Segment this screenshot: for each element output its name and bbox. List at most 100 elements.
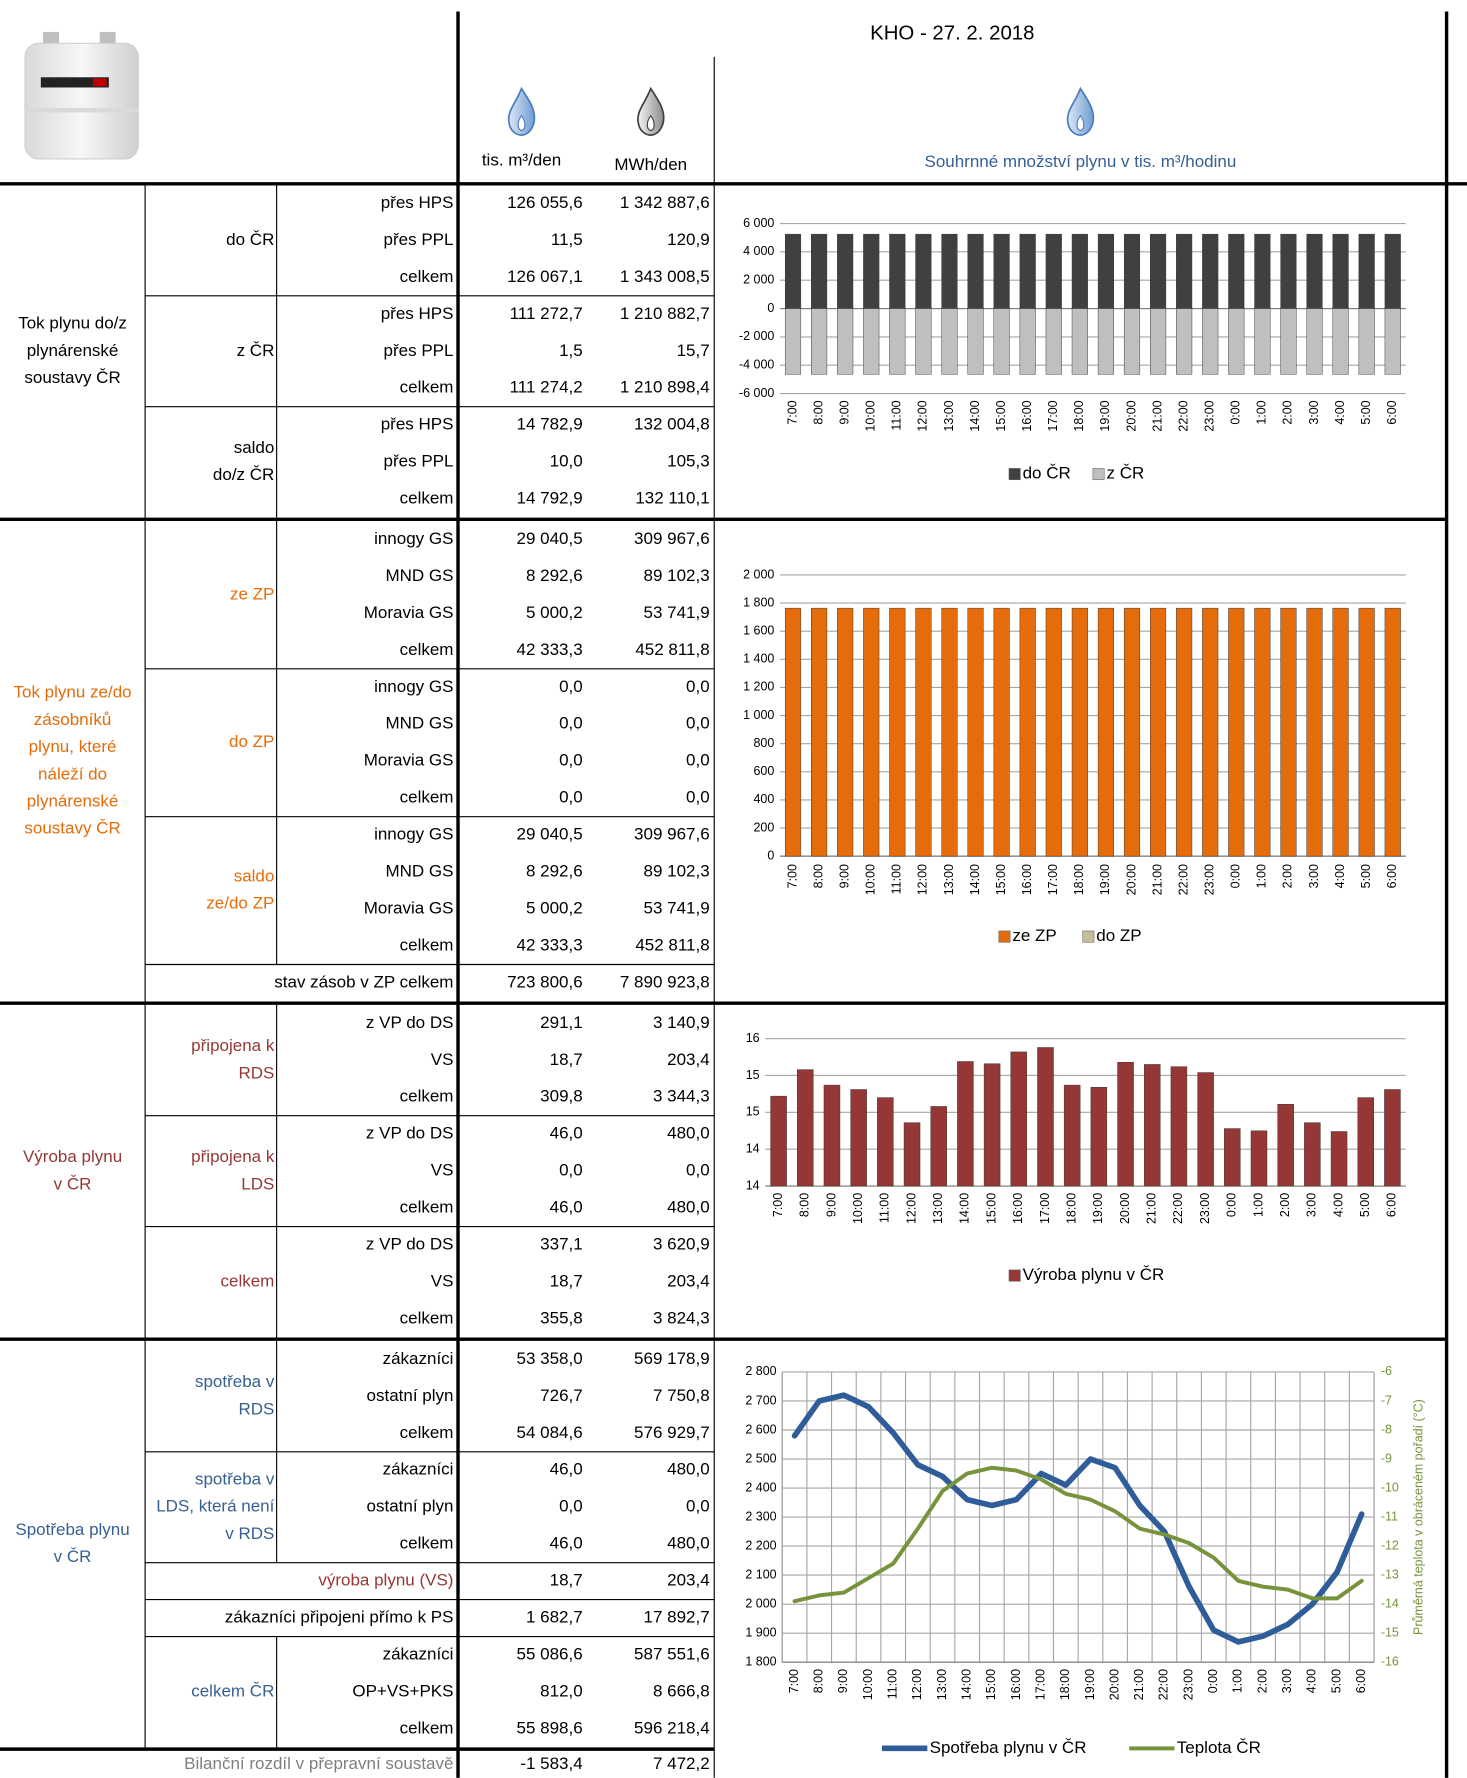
bar — [1281, 309, 1297, 375]
row-label: MND GS — [385, 714, 453, 733]
bar — [1333, 234, 1349, 308]
x-tick-label: 16:00 — [1011, 1193, 1025, 1224]
group-label: připojena k — [191, 1147, 275, 1166]
x-tick-label: 4:00 — [1331, 1193, 1345, 1217]
x-tick-label: 18:00 — [1058, 1669, 1072, 1700]
cell-value: 291,1 — [540, 1013, 583, 1032]
bar — [785, 234, 801, 308]
report: KHO - 27. 2. 2018 tis. m³/den MWh/den So… — [0, 0, 1467, 1778]
y-tick-label: 2 800 — [745, 1364, 776, 1378]
flame-icon — [1068, 89, 1094, 135]
x-tick-label: 6:00 — [1354, 1669, 1368, 1693]
x-tick-label: 10:00 — [864, 864, 878, 895]
x-tick-label: 19:00 — [1083, 1669, 1097, 1700]
report-title: KHO - 27. 2. 2018 — [870, 23, 1034, 45]
cell-value: 587 551,6 — [634, 1645, 710, 1664]
cell-value: 132 004,8 — [634, 415, 710, 434]
bar — [811, 608, 827, 856]
legend-label: z ČR — [1106, 464, 1144, 483]
section-label: Tok plynu ze/do — [13, 683, 131, 702]
bar — [1255, 608, 1271, 856]
bar — [1037, 1047, 1053, 1186]
bar — [1011, 1052, 1027, 1186]
bar — [1359, 309, 1375, 375]
bar — [1307, 608, 1323, 856]
section-label: v ČR — [54, 1547, 92, 1566]
cell-value: 14 782,9 — [517, 415, 583, 434]
cell-value: -1 583,4 — [520, 1754, 582, 1773]
x-tick-label: 22:00 — [1176, 864, 1190, 895]
x-tick-label: 21:00 — [1132, 1669, 1146, 1700]
legend-swatch — [1083, 931, 1094, 942]
bar — [1255, 309, 1271, 375]
cell-value: 1 210 882,7 — [620, 304, 710, 323]
bar — [916, 309, 932, 375]
cell-value: 3 620,9 — [653, 1235, 710, 1254]
cell-value: 3 140,9 — [653, 1013, 710, 1032]
group-label: z ČR — [237, 341, 275, 360]
legend-swatch — [999, 931, 1010, 942]
cell-value: 18,7 — [550, 1272, 583, 1291]
cell-value: 0,0 — [559, 677, 583, 696]
cell-value: 1 343 008,5 — [620, 267, 710, 286]
bar — [1176, 608, 1192, 856]
bar — [1064, 1085, 1080, 1186]
row-label: zákazníci připojeni přímo k PS — [225, 1608, 454, 1627]
cell-value: 111 274,2 — [510, 378, 583, 397]
row-label: celkem — [400, 1308, 454, 1327]
x-tick-label: 21:00 — [1150, 864, 1164, 895]
bar — [877, 1098, 893, 1186]
bar — [1046, 309, 1062, 375]
flame-icon — [638, 89, 664, 135]
cell-value: 54 084,6 — [517, 1423, 583, 1442]
unit-label: tis. m³/den — [482, 151, 561, 170]
bar — [1150, 309, 1166, 375]
bar — [1307, 234, 1323, 308]
cell-value: 1 682,7 — [526, 1608, 583, 1627]
x-tick-label: 19:00 — [1098, 400, 1112, 431]
y-tick-label: 2 200 — [745, 1538, 776, 1552]
x-tick-label: 3:00 — [1307, 400, 1321, 424]
x-tick-label: 7:00 — [787, 1669, 801, 1693]
y-tick-label: 800 — [754, 736, 775, 750]
bar — [1150, 608, 1166, 856]
x-tick-label: 22:00 — [1176, 400, 1190, 431]
x-tick-label: 18:00 — [1072, 864, 1086, 895]
row-label: přes PPL — [384, 341, 454, 360]
cell-value: 0,0 — [559, 714, 583, 733]
bar — [1171, 1067, 1187, 1186]
cell-value: 18,7 — [550, 1571, 583, 1590]
bar — [785, 608, 801, 856]
cell-value: 337,1 — [540, 1235, 583, 1254]
bar — [863, 234, 879, 308]
x-tick-label: 0:00 — [1229, 864, 1243, 888]
bar — [1228, 608, 1244, 856]
x-tick-label: 1:00 — [1255, 864, 1269, 888]
cell-value: 126 055,6 — [507, 193, 583, 212]
x-tick-label: 21:00 — [1150, 400, 1164, 431]
row-label: MND GS — [385, 862, 453, 881]
cell-value: 1 342 887,6 — [620, 193, 710, 212]
x-tick-label: 3:00 — [1305, 1193, 1319, 1217]
x-tick-label: 4:00 — [1333, 400, 1347, 424]
cell-value: 18,7 — [550, 1050, 583, 1069]
bar — [968, 309, 984, 375]
cell-value: 46,0 — [550, 1198, 583, 1217]
group-label: v RDS — [225, 1524, 274, 1543]
y-tick-label: 0 — [767, 848, 774, 862]
bar — [889, 608, 905, 856]
y-tick-label: 2 400 — [745, 1480, 776, 1494]
y-tick-label: 1 400 — [743, 652, 774, 666]
x-tick-label: 7:00 — [785, 400, 799, 424]
y-tick-label: 14 — [746, 1178, 760, 1192]
bar — [1359, 608, 1375, 856]
row-label: Moravia GS — [364, 603, 454, 622]
cell-value: 0,0 — [559, 788, 583, 807]
bar — [916, 234, 932, 308]
row-label: innogy GS — [374, 677, 453, 696]
section-label: plynu, které — [29, 737, 117, 756]
bar — [1198, 1073, 1214, 1186]
x-tick-label: 4:00 — [1305, 1669, 1319, 1693]
bar — [1307, 309, 1323, 375]
row-label: zákazníci — [383, 1349, 454, 1368]
